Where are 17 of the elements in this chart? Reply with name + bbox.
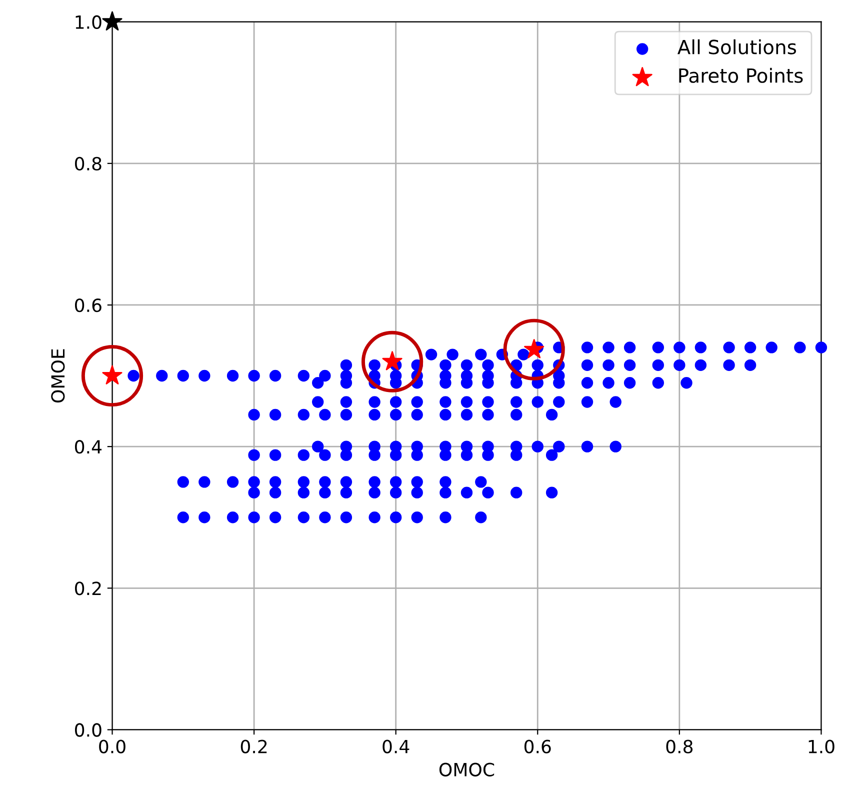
y-tick-label: 0.2 — [75, 582, 101, 596]
x-axis-title: OMOC — [439, 762, 494, 776]
legend-label: Pareto Points — [679, 68, 803, 83]
x-tick-label: 1.0 — [808, 740, 834, 754]
y-tick-label: 1.0 — [76, 15, 102, 29]
x-tick-label: 0.8 — [666, 740, 693, 754]
x-tick-label: 0.0 — [99, 740, 126, 754]
y-tick-label: 0.8 — [75, 156, 102, 171]
y-tick-label: 0.4 — [75, 440, 102, 454]
x-tick-label: 0.2 — [240, 740, 267, 754]
x-tick-label: 0.4 — [382, 740, 410, 754]
y-axis-title: OMOE — [51, 349, 65, 402]
y-tick-label: 0.0 — [75, 723, 102, 737]
x-tick-label: 0.6 — [524, 740, 551, 754]
point — [102, 11, 122, 30]
legend-label: All Solutions — [677, 39, 796, 54]
y-tick-label: 0.6 — [75, 298, 102, 312]
